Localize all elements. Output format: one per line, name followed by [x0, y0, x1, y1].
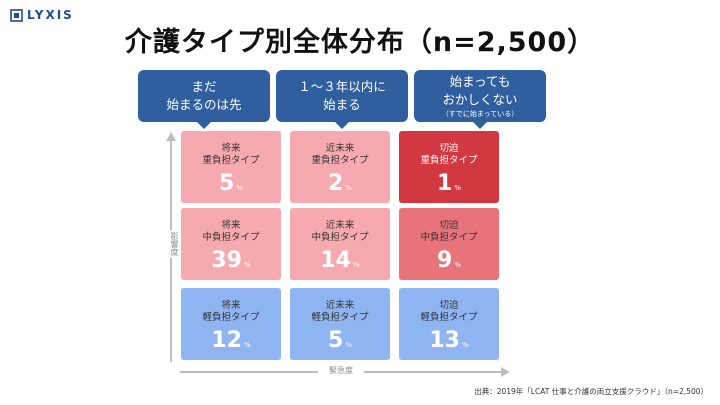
column-header-2-line2: 始まる [323, 97, 361, 112]
cell-line2: 重負担タイプ [311, 155, 369, 166]
cell-value: 1 [437, 171, 453, 197]
cell-line2: 中負担タイプ [311, 232, 369, 243]
cell-unit: % [454, 184, 461, 193]
column-header-1: まだ 始まるのは先 [138, 70, 270, 129]
column-header-3-line2: おかしくない [442, 92, 518, 108]
cell-near-medium: 近未来 中負担タイプ 14% [290, 208, 390, 280]
cell-near-heavy: 近未来 重負担タイプ 2% [290, 131, 390, 203]
cell-line1: 切迫 [439, 142, 459, 154]
cell-line2: 軽負担タイプ [202, 312, 260, 323]
cell-unit: % [236, 184, 243, 193]
cell-line1: 近未来 [325, 219, 355, 231]
column-header-3: 始まっても おかしくない （すでに始まっている） [414, 70, 546, 129]
y-axis-arrow-icon [166, 132, 176, 141]
cell-unit: % [345, 184, 352, 193]
cell-unit: % [243, 341, 251, 350]
cell-future-heavy: 将来 重負担タイプ 5% [181, 131, 281, 203]
column-header-2: １～３年以内に 始まる [276, 70, 408, 129]
column-header-3-line1: 始まっても [449, 74, 511, 90]
cell-line2: 中負担タイプ [420, 232, 478, 243]
column-header-3-sub: （すでに始まっている） [441, 110, 519, 119]
cell-future-light: 将来 軽負担タイプ 12% [181, 288, 281, 360]
cell-line1: 切迫 [439, 219, 459, 231]
cell-line1: 将来 [221, 142, 241, 154]
cell-value: 14 [320, 248, 351, 274]
cell-urgent-light: 切迫 軽負担タイプ 13% [399, 288, 499, 360]
source-note: 出典：2019年「LCAT 仕事と介護の両立支援クラウド」（n=2,500） [474, 387, 708, 396]
cell-line1: 将来 [221, 219, 241, 231]
logo: LYXIS [10, 8, 74, 22]
cell-line1: 切迫 [439, 299, 459, 311]
cell-line2: 中負担タイプ [202, 232, 260, 243]
cell-line2: 軽負担タイプ [311, 312, 369, 323]
logo-mark-icon [10, 8, 23, 22]
y-axis-label: 影響度 [160, 230, 180, 258]
cell-line1: 近未来 [325, 299, 355, 311]
column-header-1-line1: まだ [191, 78, 217, 94]
logo-text: LYXIS [27, 8, 74, 22]
cell-urgent-medium: 切迫 中負担タイプ 9% [399, 208, 499, 280]
cell-value: 2 [328, 171, 344, 197]
cell-unit: % [454, 261, 461, 270]
x-axis-arrow-icon [501, 367, 510, 377]
cell-value: 39 [211, 248, 242, 274]
cell-unit: % [345, 341, 352, 350]
cell-value: 13 [429, 328, 460, 354]
cell-urgent-heavy: 切迫 重負担タイプ 1% [399, 131, 499, 203]
cell-future-medium: 将来 中負担タイプ 39% [181, 208, 281, 280]
cell-line1: 将来 [221, 299, 241, 311]
cell-line2: 軽負担タイプ [420, 312, 478, 323]
column-header-1-line2: 始まるのは先 [166, 97, 242, 112]
cell-value: 9 [437, 248, 453, 274]
cell-line2: 重負担タイプ [420, 155, 478, 166]
cell-unit: % [243, 261, 251, 270]
cell-line1: 近未来 [325, 142, 355, 154]
cell-value: 5 [328, 328, 344, 354]
cell-line2: 重負担タイプ [202, 155, 260, 166]
x-axis-label: 緊急度 [318, 365, 364, 376]
cell-near-light: 近未来 軽負担タイプ 5% [290, 288, 390, 360]
page-title: 介護タイプ別全体分布（n=2,500） [124, 27, 596, 58]
cell-unit: % [461, 341, 469, 350]
column-header-2-line1: １～３年以内に [298, 78, 386, 94]
cell-value: 12 [211, 328, 242, 354]
cell-unit: % [352, 261, 360, 270]
cell-value: 5 [219, 171, 235, 197]
